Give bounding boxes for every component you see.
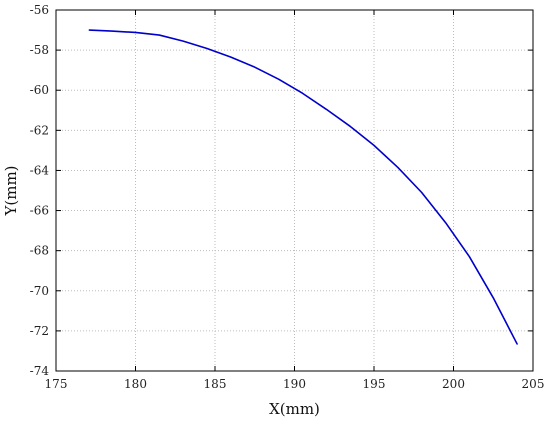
y-tick-label: -64 xyxy=(30,163,50,177)
x-tick-label: 205 xyxy=(522,377,545,391)
series-line-0 xyxy=(88,29,518,345)
y-axis-label: Y(mm) xyxy=(2,165,20,216)
y-tick-label: -60 xyxy=(30,83,49,97)
x-tick-label: 185 xyxy=(204,377,227,391)
x-tick-label: 190 xyxy=(283,377,306,391)
y-tick-label: -68 xyxy=(30,244,49,258)
x-tick-label: 195 xyxy=(363,377,386,391)
x-tick-label: 180 xyxy=(124,377,147,391)
x-tick-label: 200 xyxy=(442,377,465,391)
grid xyxy=(56,10,533,371)
y-tick-label: -66 xyxy=(30,204,49,218)
y-tick-label: -58 xyxy=(30,43,49,57)
series-layer xyxy=(88,29,518,345)
y-tick-label: -62 xyxy=(30,123,49,137)
axis-ticks: 175 180 185 190 195 200 205 -56 -58 -60 -62 -64 -66 -… xyxy=(30,3,545,391)
x-axis-label: X(mm) xyxy=(269,400,320,418)
y-tick-label: -72 xyxy=(30,324,49,338)
y-tick-label: -70 xyxy=(30,284,49,298)
y-tick-label: -74 xyxy=(30,364,50,378)
y-tick-label: -56 xyxy=(30,3,49,17)
x-tick-label: 175 xyxy=(45,377,68,391)
